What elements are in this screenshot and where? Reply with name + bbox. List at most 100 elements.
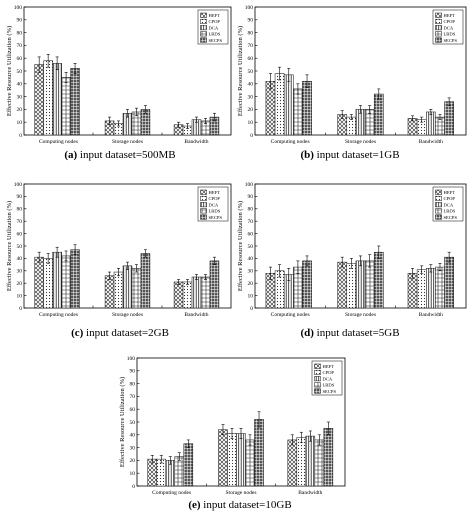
bar-dca-2	[426, 111, 436, 136]
legend-swatch-dca	[435, 25, 442, 31]
legend-swatch-lbds	[314, 382, 321, 388]
legend-label: SECPS	[444, 215, 458, 220]
y-tick-label: 10	[17, 293, 23, 299]
legend-swatch-secps	[435, 37, 442, 43]
bar-secps-1	[373, 251, 384, 309]
y-tick-label: 20	[17, 281, 23, 287]
x-category-label: Storage nodes	[112, 139, 143, 145]
bar-cpop-0	[274, 73, 285, 136]
bar-heft-2	[287, 439, 298, 487]
bar-cpop-1	[113, 271, 124, 309]
legend-label: HEFT	[444, 190, 456, 195]
legend-swatch-lbds	[435, 208, 442, 214]
legend-label: DCA	[209, 25, 219, 30]
y-tick-label: 20	[130, 458, 136, 464]
y-tick-label: 0	[19, 133, 22, 139]
legend-swatch-secps	[314, 388, 321, 394]
bar-cpop-2	[182, 281, 193, 309]
legend-label: DCA	[444, 202, 454, 207]
x-category-label: Computing nodes	[271, 139, 310, 145]
legend-label: LBDS	[323, 383, 335, 388]
bar-secps-1	[373, 93, 384, 136]
bar-secps-0	[70, 68, 80, 136]
y-tick-label: 90	[248, 18, 254, 24]
bar-dca-2	[191, 276, 202, 309]
bar-lbds-0	[61, 77, 71, 136]
y-tick-label: 40	[248, 256, 254, 262]
bar-lbds-2	[435, 266, 445, 309]
bar-dca-0	[52, 251, 62, 309]
legend-label: LBDS	[209, 209, 221, 214]
chart-panel-e: 0 10 20 30 40 50 60 70 80 90 100 Effective Resource…	[119, 356, 346, 511]
y-tick-label: 100	[245, 182, 254, 188]
bar-lbds-2	[200, 276, 211, 309]
legend-swatch-cpop	[200, 18, 207, 24]
y-tick-label: 60	[17, 56, 23, 62]
bar-secps-2	[209, 260, 220, 309]
bar-secps-0	[302, 80, 312, 136]
y-axis-label: Effective Resource Utilization (%)	[119, 377, 126, 467]
panel-caption: (a) input dataset=500MB	[64, 149, 175, 161]
bar-heft-0	[34, 64, 44, 136]
y-tick-label: 50	[17, 69, 23, 75]
x-category-label: Computing nodes	[271, 312, 310, 318]
legend-label: HEFT	[209, 13, 221, 18]
bar-heft-1	[337, 261, 348, 309]
bar-dca-0	[283, 74, 294, 136]
panel-caption: (b) input dataset=1GB	[300, 149, 399, 161]
legend-swatch-secps	[200, 37, 207, 43]
chart-panel-b: 0 10 20 30 40 50 60 70 80 90 100 Effective Resource…	[237, 5, 467, 161]
legend-label: SECPS	[444, 38, 458, 43]
bar-cpop-2	[296, 437, 307, 487]
legend-swatch-lbds	[200, 208, 207, 214]
legend-label: HEFT	[323, 364, 335, 369]
y-tick-label: 0	[19, 306, 22, 312]
legend-swatch-heft	[435, 189, 442, 195]
x-category-label: Storage nodes	[345, 312, 376, 318]
bar-lbds-1	[245, 439, 255, 487]
y-tick-label: 90	[17, 194, 23, 200]
y-tick-label: 60	[130, 407, 136, 413]
legend-swatch-secps	[200, 214, 207, 220]
y-tick-label: 50	[248, 244, 254, 250]
x-category-label: Storage nodes	[112, 312, 143, 318]
y-tick-label: 60	[248, 231, 254, 237]
y-tick-label: 80	[248, 30, 254, 36]
legend-swatch-dca	[435, 202, 442, 208]
bar-secps-1	[254, 419, 264, 487]
bar-cpop-1	[346, 263, 357, 309]
y-tick-label: 90	[248, 194, 254, 200]
legend-swatch-heft	[314, 363, 321, 369]
legend-swatch-heft	[200, 189, 207, 195]
legend-swatch-dca	[314, 376, 321, 382]
y-tick-label: 90	[17, 18, 23, 24]
bar-dca-1	[236, 433, 246, 487]
bar-secps-2	[444, 256, 454, 309]
legend-label: HEFT	[209, 190, 221, 195]
legend-swatch-secps	[435, 214, 442, 220]
y-tick-label: 50	[248, 69, 254, 75]
y-tick-label: 70	[17, 43, 23, 49]
x-category-label: Storage nodes	[225, 490, 256, 496]
bar-secps-0	[183, 443, 194, 487]
legend-swatch-lbds	[435, 31, 442, 37]
y-tick-label: 0	[250, 133, 253, 139]
x-category-label: Computing nodes	[39, 139, 78, 145]
bar-heft-0	[265, 80, 276, 136]
chart-panel-c: 0 10 20 30 40 50 60 70 80 90 100 Effective Resource…	[6, 182, 232, 339]
x-category-label: Computing nodes	[152, 490, 191, 496]
legend-label: CPOP	[209, 19, 221, 24]
legend-label: DCA	[209, 202, 219, 207]
y-axis-label: Effective Resource Utilization (%)	[6, 201, 13, 291]
bar-heft-2	[173, 281, 184, 309]
bar-dca-1	[122, 265, 133, 309]
bar-heft-1	[218, 429, 228, 487]
y-tick-label: 40	[248, 82, 254, 88]
panel-caption: (e) input dataset=10GB	[188, 499, 291, 511]
x-category-label: Storage nodes	[345, 139, 376, 145]
bar-lbds-2	[314, 439, 325, 487]
bar-dca-1	[355, 260, 366, 309]
y-tick-label: 60	[248, 56, 254, 62]
bar-cpop-0	[43, 60, 53, 136]
y-tick-label: 100	[127, 356, 136, 362]
